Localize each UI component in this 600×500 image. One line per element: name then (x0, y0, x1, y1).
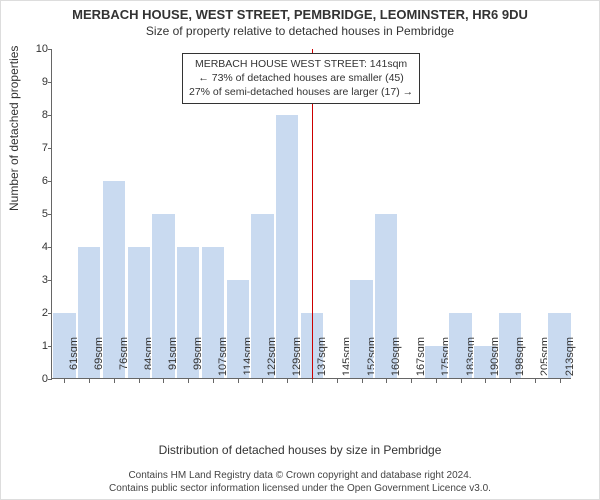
y-tick-mark (48, 49, 52, 50)
annotation-line: MERBACH HOUSE WEST STREET: 141sqm (189, 57, 413, 71)
y-tick-mark (48, 115, 52, 116)
y-tick-label: 10 (24, 43, 48, 55)
y-tick-mark (48, 148, 52, 149)
x-tick-label: 198sqm (514, 337, 526, 385)
y-axis-label: Number of detached properties (7, 46, 21, 211)
x-tick-mark (337, 379, 338, 383)
x-tick-mark (485, 379, 486, 383)
x-tick-mark (188, 379, 189, 383)
x-tick-mark (362, 379, 363, 383)
y-tick-label: 6 (24, 175, 48, 187)
x-tick-label: 213sqm (564, 337, 576, 385)
y-tick-mark (48, 214, 52, 215)
y-tick-label: 7 (24, 142, 48, 154)
x-tick-mark (535, 379, 536, 383)
y-tick-label: 1 (24, 340, 48, 352)
x-tick-label: 160sqm (390, 337, 402, 385)
y-tick-mark (48, 379, 52, 380)
x-axis-label: Distribution of detached houses by size … (1, 443, 599, 457)
x-tick-mark (139, 379, 140, 383)
y-tick-label: 5 (24, 208, 48, 220)
x-tick-label: 137sqm (316, 337, 328, 385)
y-tick-mark (48, 280, 52, 281)
x-tick-mark (213, 379, 214, 383)
x-tick-mark (114, 379, 115, 383)
x-tick-mark (64, 379, 65, 383)
y-tick-label: 3 (24, 274, 48, 286)
y-tick-label: 9 (24, 76, 48, 88)
y-tick-label: 0 (24, 373, 48, 385)
y-tick-mark (48, 82, 52, 83)
y-tick-label: 8 (24, 109, 48, 121)
x-tick-mark (287, 379, 288, 383)
x-tick-mark (89, 379, 90, 383)
annotation-box: MERBACH HOUSE WEST STREET: 141sqm← 73% o… (182, 53, 420, 104)
footer-attribution: Contains HM Land Registry data © Crown c… (1, 469, 599, 495)
x-tick-mark (312, 379, 313, 383)
y-tick-label: 2 (24, 307, 48, 319)
footer-line-2: Contains public sector information licen… (1, 482, 599, 495)
y-tick-mark (48, 181, 52, 182)
x-tick-mark (510, 379, 511, 383)
footer-line-1: Contains HM Land Registry data © Crown c… (1, 469, 599, 482)
y-tick-mark (48, 247, 52, 248)
annotation-line: ← 73% of detached houses are smaller (45… (189, 71, 413, 85)
chart-area: 01234567891061sqm69sqm76sqm84sqm91sqm99s… (51, 49, 571, 379)
x-tick-mark (560, 379, 561, 383)
page-subtitle: Size of property relative to detached ho… (1, 22, 599, 42)
x-tick-mark (386, 379, 387, 383)
annotation-line: 27% of semi-detached houses are larger (… (189, 85, 413, 99)
page-title: MERBACH HOUSE, WEST STREET, PEMBRIDGE, L… (1, 1, 599, 22)
x-tick-mark (163, 379, 164, 383)
plot-region: 01234567891061sqm69sqm76sqm84sqm91sqm99s… (51, 49, 571, 379)
x-tick-mark (238, 379, 239, 383)
x-tick-mark (411, 379, 412, 383)
x-tick-mark (262, 379, 263, 383)
y-tick-label: 4 (24, 241, 48, 253)
x-tick-mark (461, 379, 462, 383)
x-tick-mark (436, 379, 437, 383)
